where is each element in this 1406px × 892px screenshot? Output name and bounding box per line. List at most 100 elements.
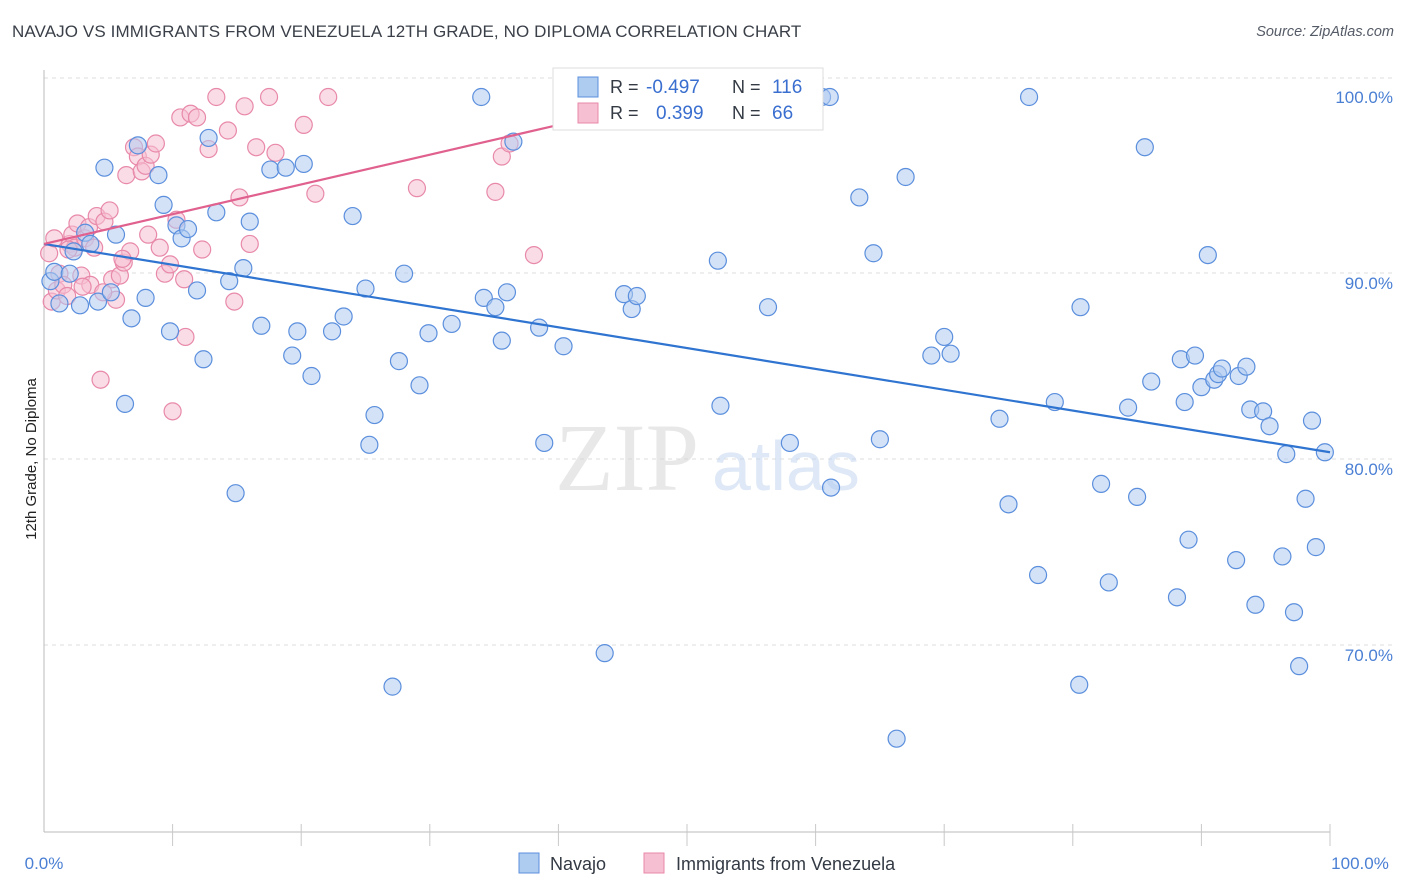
navajo-point <box>780 433 799 453</box>
venezuela-point <box>91 370 110 389</box>
navajo-point <box>1127 487 1147 506</box>
venezuela-point <box>146 134 165 153</box>
venezuela-point <box>207 87 226 107</box>
y-tick-label: 80.0% <box>1345 460 1393 479</box>
legend-n-navajo: 116 <box>772 77 802 98</box>
navajo-point <box>941 344 960 363</box>
venezuela-point <box>407 179 427 198</box>
navajo-point <box>1277 445 1296 464</box>
venezuela-point <box>225 292 244 311</box>
navajo-point <box>187 281 207 300</box>
navajo-point <box>887 729 906 748</box>
legend-n-label-venezuela: N = <box>732 103 761 123</box>
legend-n-venezuela: 66 <box>772 103 793 124</box>
navajo-point <box>178 219 198 239</box>
navajo-point <box>850 188 869 207</box>
venezuela-point <box>175 270 194 289</box>
navajo-point <box>322 322 342 341</box>
venezuela-point <box>150 238 169 257</box>
navajo-point <box>1070 675 1089 694</box>
navajo-point <box>288 322 307 341</box>
navajo-point <box>160 322 180 341</box>
legend: R = -0.497 N = 116 R = 0.399 N = 66 <box>552 67 824 131</box>
navajo-point <box>1284 603 1304 622</box>
navajo-point <box>194 350 213 369</box>
navajo-point <box>294 154 313 174</box>
navajo-point <box>1118 398 1138 417</box>
navajo-point <box>999 495 1018 514</box>
venezuela-point <box>319 87 338 107</box>
legend-swatch-navajo <box>577 76 599 98</box>
navajo-point <box>1198 246 1217 265</box>
trend-lines <box>43 123 1331 454</box>
navajo-point <box>1167 588 1187 607</box>
navajo-point <box>240 212 259 231</box>
navajo-point <box>261 160 280 179</box>
navajo-point <box>276 158 295 177</box>
venezuela-point <box>247 138 266 157</box>
navajo-point <box>64 242 83 261</box>
y-tick-label: 90.0% <box>1345 274 1393 293</box>
navajo-point <box>1237 357 1256 376</box>
navajo-point <box>1071 298 1090 317</box>
navajo-point <box>1227 551 1246 570</box>
navajo-point <box>115 394 135 413</box>
navajo-point <box>990 409 1009 428</box>
navajo-point <box>234 259 253 278</box>
navajo-point <box>554 337 573 356</box>
navajo-point <box>149 166 168 185</box>
bottom-legend-venezuela: Immigrants from Venezuela <box>676 854 896 874</box>
navajo-point <box>870 430 890 449</box>
navajo-point <box>820 87 839 107</box>
navajo-point <box>1273 547 1292 566</box>
venezuela-point <box>486 182 505 201</box>
navajo-point <box>365 405 384 425</box>
venezuela-point <box>259 87 279 107</box>
navajo-point <box>106 225 126 244</box>
navajo-point <box>708 251 727 270</box>
navajo-point <box>88 292 108 311</box>
navajo-point <box>1290 657 1309 676</box>
venezuela-point <box>235 97 254 116</box>
x-tick-label-min: 0.0% <box>25 854 64 873</box>
navajo-point <box>821 478 841 497</box>
navajo-point <box>492 331 511 350</box>
venezuela-point <box>193 240 212 259</box>
venezuela-point <box>266 143 285 162</box>
legend-swatch-venezuela <box>577 102 599 124</box>
navajo-point <box>302 366 321 386</box>
navajo-point <box>220 272 239 291</box>
navajo-point <box>45 262 64 281</box>
navajo-point <box>1260 417 1279 436</box>
navajo-points <box>41 87 1334 748</box>
chart-title: NAVAJO VS IMMIGRANTS FROM VENEZUELA 12TH… <box>12 22 802 41</box>
navajo-point <box>410 376 429 395</box>
venezuela-point <box>100 201 119 220</box>
navajo-point <box>252 316 271 335</box>
navajo-point <box>122 309 141 328</box>
navajo-point <box>1306 538 1325 557</box>
venezuela-point <box>294 115 313 135</box>
venezuela-point <box>240 234 259 254</box>
navajo-point <box>60 264 79 283</box>
navajo-point <box>595 644 614 663</box>
venezuela-point <box>524 246 544 265</box>
navajo-point <box>383 677 402 696</box>
navajo-point <box>1179 530 1198 549</box>
navajo-point <box>334 307 353 326</box>
y-tick-labels: 100.0% 90.0% 80.0% 70.0% <box>1335 88 1393 665</box>
venezuela-point <box>306 184 325 203</box>
navajo-point <box>226 484 245 503</box>
navajo-point <box>389 352 409 371</box>
navajo-point <box>864 244 883 263</box>
navajo-point <box>1212 359 1232 378</box>
navajo-point <box>343 206 362 226</box>
navajo-point <box>1302 411 1322 430</box>
venezuela-point <box>117 166 136 185</box>
y-tick-label: 100.0% <box>1335 88 1393 107</box>
navajo-point <box>154 195 173 214</box>
navajo-point <box>1135 138 1154 157</box>
navajo-point <box>758 298 778 317</box>
y-tick-label: 70.0% <box>1345 646 1393 665</box>
